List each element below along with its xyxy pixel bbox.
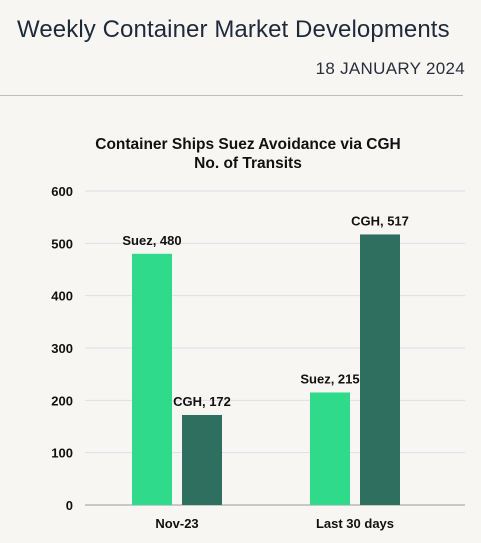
bar-labels: Suez, 480 Suez, 215 CGH, 172 CGH, 517 [122,213,409,409]
data-label: CGH, 172 [173,394,231,409]
header-divider [0,95,463,96]
data-label: Suez, 215 [300,371,359,386]
bars [132,234,400,505]
data-label: Suez, 480 [122,233,181,248]
chart-container: Container Ships Suez Avoidance via CGH N… [0,125,481,538]
bar-cgh [182,414,222,505]
bar-suez [132,253,172,505]
data-label: CGH, 517 [351,213,409,228]
y-tick-label: 600 [51,184,73,199]
x-tick-label: Last 30 days [316,516,394,531]
y-tick-label: 500 [51,236,73,251]
y-tick-label: 400 [51,289,73,304]
y-tick-label: 0 [66,498,73,513]
x-tick-label: Nov-23 [155,516,198,531]
bar-suez [310,392,350,505]
y-tick-label: 300 [51,341,73,356]
report-date: 18 JANUARY 2024 [315,59,465,78]
chart-title: Container Ships Suez Avoidance via CGH [95,136,400,153]
bar-chart: Container Ships Suez Avoidance via CGH N… [51,136,465,531]
y-tick-label: 200 [51,393,73,408]
page-title: Weekly Container Market Developments [17,16,450,43]
chart-subtitle: No. of Transits [194,155,302,172]
bar-cgh [360,234,400,505]
y-axis: 0 100 200 300 400 500 600 [51,184,73,513]
x-axis: Nov-23 Last 30 days [155,516,394,531]
y-tick-label: 100 [51,446,73,461]
